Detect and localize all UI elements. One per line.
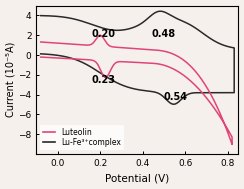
Text: 0.20: 0.20 <box>92 29 115 39</box>
Text: 0.54: 0.54 <box>164 92 188 102</box>
X-axis label: Potential (V): Potential (V) <box>105 174 170 184</box>
Text: 0.23: 0.23 <box>92 75 115 85</box>
Y-axis label: Current (10⁻⁵A): Current (10⁻⁵A) <box>6 42 16 118</box>
Text: 0.48: 0.48 <box>152 29 176 39</box>
Legend: Luteolin, Lu-Fe³⁺complex: Luteolin, Lu-Fe³⁺complex <box>40 125 124 150</box>
